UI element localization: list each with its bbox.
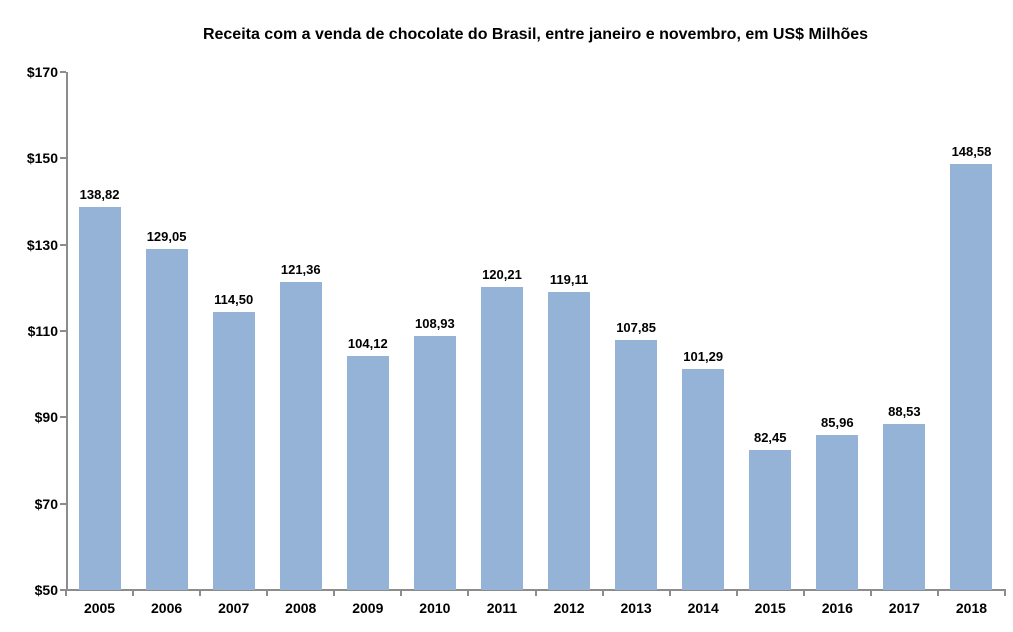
- y-axis-line: [66, 72, 68, 591]
- value-label: 107,85: [616, 320, 656, 336]
- x-tick-label: 2013: [620, 600, 652, 616]
- x-tick: [266, 590, 269, 596]
- x-tick: [869, 590, 872, 596]
- x-tick-label: 2010: [419, 600, 451, 616]
- bar-2009: [346, 356, 389, 590]
- bar-2017: [883, 423, 926, 590]
- value-label: 114,50: [214, 291, 254, 307]
- y-tick-label: $90: [34, 409, 58, 426]
- x-tick: [467, 590, 470, 596]
- x-tick: [400, 590, 403, 596]
- y-tick: [60, 243, 66, 246]
- y-tick-label: $110: [27, 323, 58, 339]
- value-label: 85,96: [821, 414, 854, 430]
- bar-2015: [749, 449, 792, 590]
- bar-2010: [413, 335, 456, 590]
- bar-2005: [78, 206, 121, 590]
- x-tick: [802, 590, 805, 596]
- value-label: 101,29: [683, 348, 724, 364]
- x-tick: [601, 590, 604, 596]
- y-tick-label: $130: [26, 236, 58, 253]
- y-tick: [60, 502, 66, 505]
- value-label: 121,36: [280, 261, 321, 277]
- y-tick-label: $50: [34, 582, 58, 598]
- x-tick-label: 2008: [285, 600, 317, 616]
- y-tick: [60, 157, 66, 160]
- x-tick-label: 2012: [553, 600, 585, 616]
- bar-2011: [480, 286, 523, 590]
- x-tick-label: 2005: [83, 600, 116, 616]
- x-tick: [735, 590, 738, 596]
- x-tick-label: 2006: [151, 600, 183, 616]
- x-tick: [936, 590, 939, 596]
- y-tick-label: $70: [34, 495, 58, 512]
- value-label: 129,05: [146, 228, 187, 244]
- x-tick: [1004, 590, 1006, 596]
- x-tick-label: 2018: [955, 600, 988, 616]
- y-tick: [60, 416, 66, 419]
- y-tick: [60, 330, 66, 332]
- plot-area: 138,82 129,05 114,50 121,36 104,12 108,93 120,…: [66, 72, 1005, 590]
- x-tick: [132, 590, 135, 596]
- bar-2018: [950, 164, 993, 590]
- value-label: 120,21: [482, 266, 522, 282]
- value-label: 104,12: [347, 336, 388, 352]
- x-tick-label: 2015: [754, 600, 786, 616]
- y-tick: [60, 589, 66, 591]
- bar-2006: [145, 248, 188, 590]
- value-label: 88,53: [888, 403, 921, 419]
- bar-2013: [615, 340, 658, 590]
- y-tick: [60, 71, 66, 73]
- value-label: 138,82: [79, 186, 120, 202]
- bar-2016: [816, 434, 859, 590]
- y-tick-label: $150: [26, 150, 58, 167]
- x-tick-label: 2011: [486, 600, 518, 616]
- x-tick-label: 2014: [687, 600, 719, 616]
- x-tick-label: 2017: [888, 600, 920, 616]
- chart-title: Receita com a venda de chocolate do Bras…: [202, 26, 869, 43]
- x-tick: [668, 590, 671, 596]
- x-tick-label: 2007: [218, 600, 250, 616]
- bar-2014: [682, 368, 725, 590]
- x-tick-label: 2016: [821, 600, 853, 616]
- y-tick-label: $170: [26, 64, 58, 80]
- value-label: 108,93: [415, 315, 455, 331]
- x-tick: [199, 590, 202, 596]
- x-tick: [534, 590, 537, 596]
- bar-2012: [548, 291, 591, 590]
- x-tick: [65, 590, 67, 596]
- value-label: 82,45: [753, 429, 787, 445]
- bar-2007: [212, 311, 255, 590]
- x-tick: [333, 590, 336, 596]
- x-tick-label: 2009: [352, 600, 384, 616]
- bar-2008: [279, 281, 322, 590]
- value-label: 119,11: [549, 271, 589, 287]
- value-label: 148,58: [951, 144, 992, 160]
